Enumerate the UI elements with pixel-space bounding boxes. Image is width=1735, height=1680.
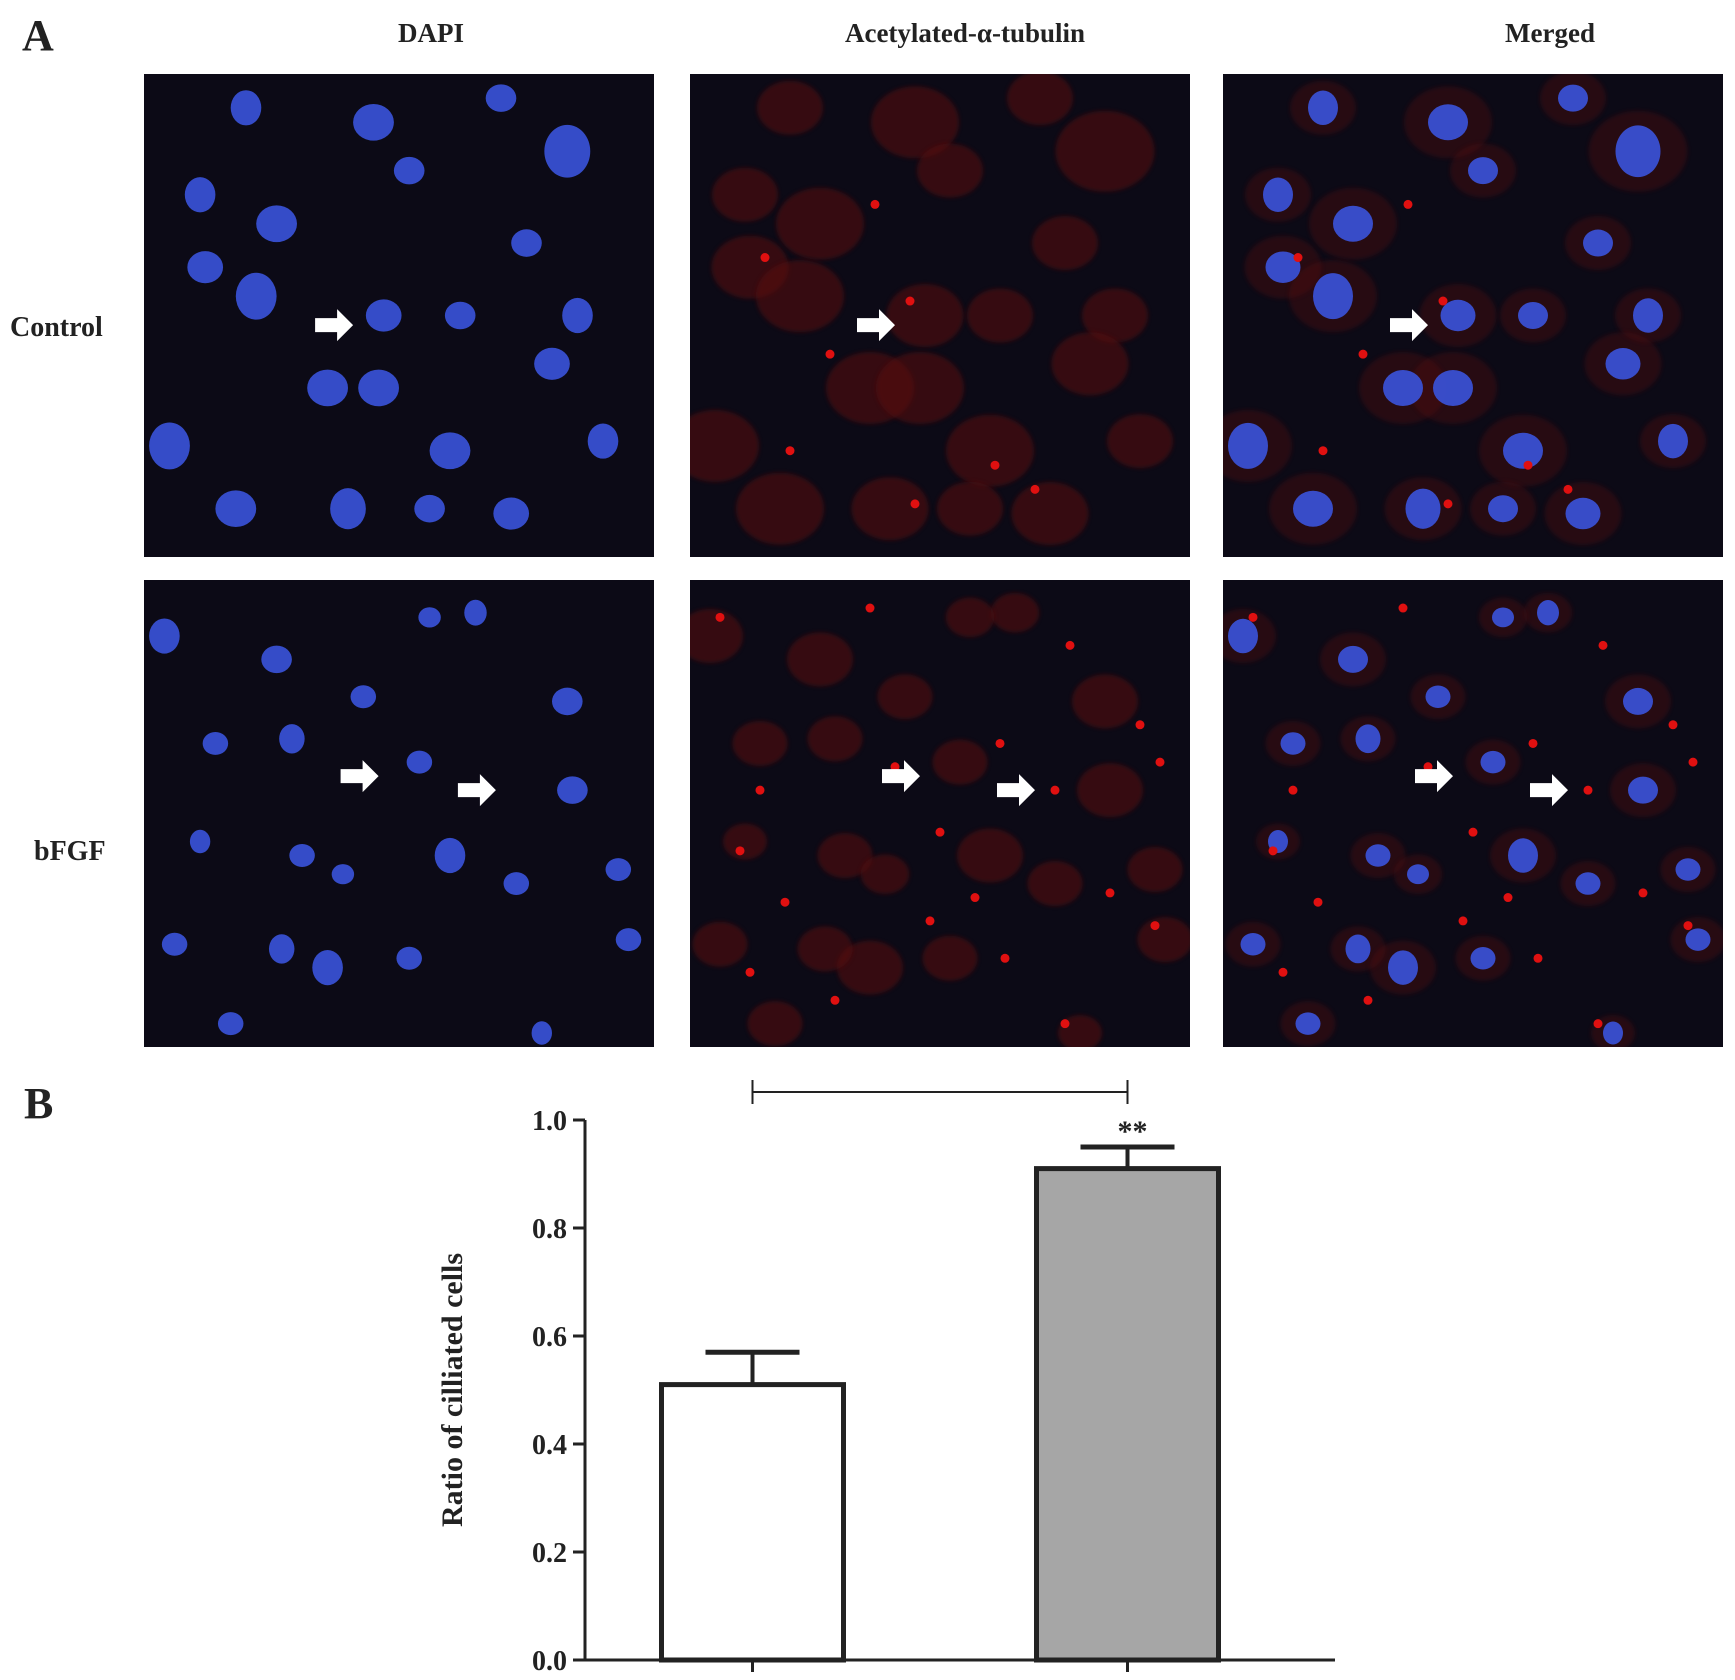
x-tick-label-bfgf: bFGF <box>1087 1677 1169 1680</box>
column-title-dapi: DAPI <box>398 18 464 48</box>
bar-control <box>659 1382 846 1663</box>
micrograph-control-dapi <box>144 74 654 557</box>
micrograph-bfgf-dapi <box>144 580 654 1047</box>
y-tick-label: 0.8 <box>532 1214 567 1245</box>
row-label-control: Control <box>10 312 103 343</box>
micrograph-bfgf-tubulin <box>690 580 1190 1047</box>
micrograph-bfgf-merged <box>1223 580 1723 1047</box>
panel-a-letter: A <box>22 11 54 60</box>
x-tick-label-control: Control <box>699 1677 805 1680</box>
bar-chart: Ratio of cilliated cells 0.0 0.2 0.4 0.6 0.8 1… <box>436 1080 1335 1680</box>
y-tick-label: 0.2 <box>532 1538 567 1569</box>
significance-label: ** <box>1118 1115 1148 1148</box>
y-tick-label: 1.0 <box>532 1106 567 1137</box>
column-title-merged: Merged <box>1505 18 1595 48</box>
row-label-bfgf: bFGF <box>34 836 106 867</box>
panel-b-letter: B <box>24 1079 54 1128</box>
y-tick-label: 0.4 <box>532 1430 567 1461</box>
column-title-tubulin: Acetylated-α-tubulin <box>844 18 1086 48</box>
y-tick-label: 0.6 <box>532 1322 567 1353</box>
micrograph-control-merged <box>1223 74 1723 557</box>
bar-bfgf <box>1034 1166 1221 1663</box>
y-tick-label: 0.0 <box>532 1646 567 1677</box>
micrograph-control-tubulin <box>690 74 1190 557</box>
y-axis-label: Ratio of cilliated cells <box>436 1253 469 1527</box>
